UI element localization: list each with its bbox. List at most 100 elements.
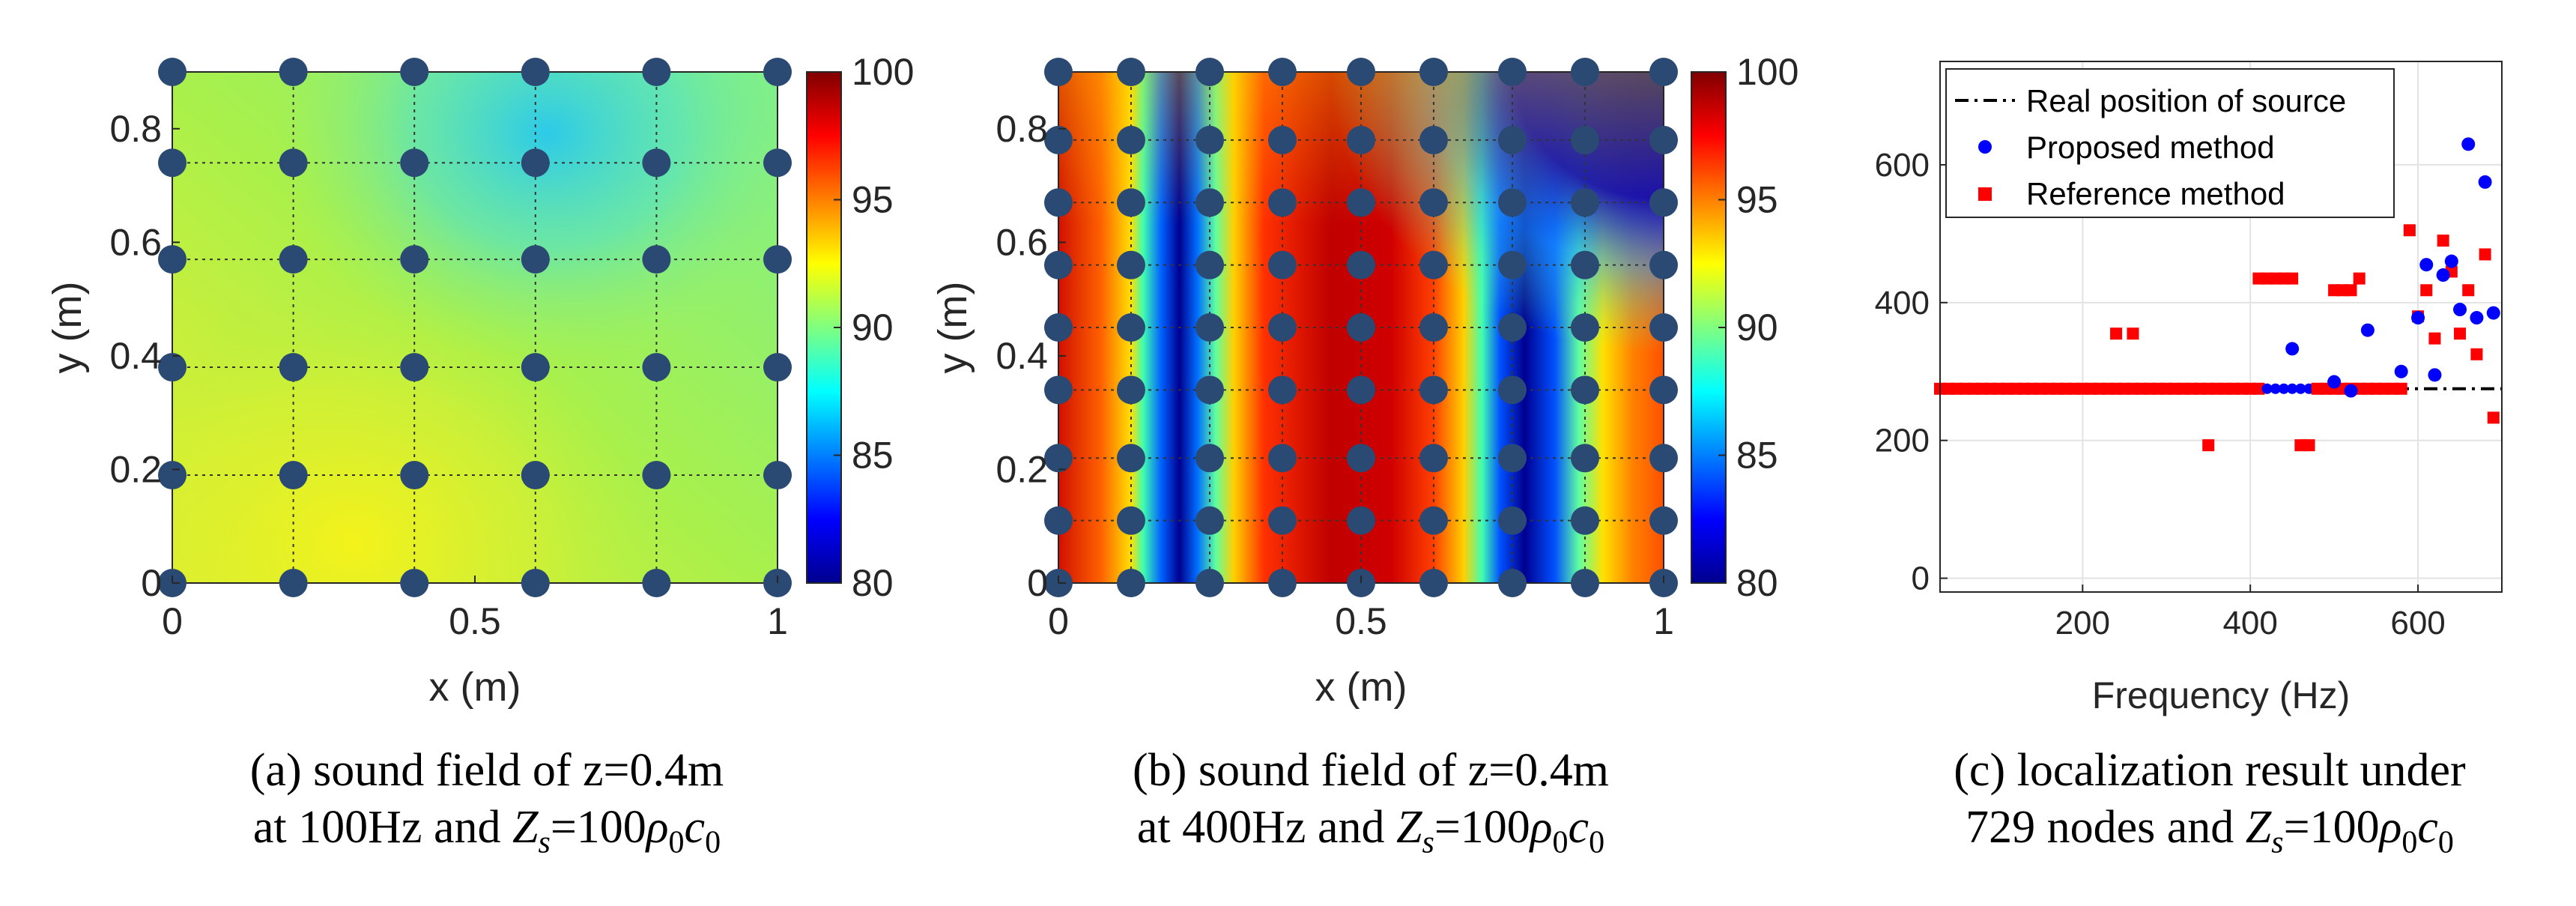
- node-point-a: [400, 58, 429, 86]
- caption-c-line1: (c) localization result under: [1954, 745, 2466, 796]
- node-point-b: [1267, 188, 1297, 217]
- node-point-b: [1044, 125, 1073, 154]
- proposed-point-baseline: [2270, 383, 2281, 394]
- node-point-b: [1195, 250, 1224, 280]
- node-point-b: [1347, 506, 1375, 535]
- caption-a-line2-text: at 100Hz and: [252, 802, 501, 853]
- node-point-b: [1267, 506, 1297, 535]
- y-axis-label-a: y (m): [45, 282, 90, 374]
- y-tick-label-a: 0.2: [109, 448, 162, 490]
- x-tick-label-b: 0: [1048, 600, 1069, 642]
- node-point-b: [1347, 313, 1375, 342]
- legend-marker-proposed: [1978, 140, 1992, 154]
- colorbar-tick-label-b: 80: [1736, 562, 1778, 604]
- x-axis-label-c: Frequency (Hz): [2092, 674, 2351, 716]
- node-point-b: [1195, 58, 1224, 86]
- node-point-b: [1570, 188, 1599, 217]
- proposed-point-baseline: [2278, 383, 2289, 394]
- node-point-b: [1649, 313, 1678, 342]
- node-point-b: [1419, 125, 1448, 154]
- node-point-a: [521, 569, 550, 597]
- node-point-b: [1649, 250, 1678, 280]
- reference-point: [2479, 248, 2491, 261]
- caption-b-line1: (b) sound field of z=0.4m: [1133, 745, 1609, 796]
- node-point-a: [642, 353, 671, 382]
- reference-point: [2403, 224, 2416, 237]
- node-point-b: [1195, 125, 1224, 154]
- node-point-b: [1195, 444, 1224, 473]
- node-point-b: [1570, 444, 1599, 473]
- node-point-a: [763, 245, 792, 274]
- proposed-point-baseline: [2287, 383, 2298, 394]
- node-point-b: [1347, 188, 1375, 217]
- node-point-a: [763, 353, 792, 382]
- node-point-b: [1195, 188, 1224, 217]
- node-point-b: [1498, 506, 1527, 535]
- node-point-b: [1267, 375, 1297, 405]
- node-point-b: [1267, 444, 1297, 473]
- node-point-b: [1267, 313, 1297, 342]
- node-point-b: [1649, 58, 1678, 86]
- reference-point-baseline: [2252, 382, 2265, 395]
- node-point-a: [763, 461, 792, 490]
- node-point-a: [400, 461, 429, 490]
- legend-label-real-source: Real position of source: [2026, 83, 2346, 118]
- legend-label-proposed: Proposed method: [2026, 130, 2275, 165]
- y-tick-label-a: 0: [141, 562, 162, 604]
- node-point-b: [1419, 313, 1448, 342]
- node-point-b: [1195, 375, 1224, 405]
- ticks-b: 0 0.5 1 0 0.2 0.4 0.6 0.8: [995, 108, 1673, 642]
- node-point-b: [1649, 125, 1678, 154]
- node-point-b: [1116, 58, 1145, 86]
- node-point-a: [521, 58, 550, 86]
- y-tick-label-a: 0.4: [109, 335, 162, 377]
- reference-point: [2428, 332, 2441, 345]
- proposed-point-baseline: [2295, 383, 2306, 394]
- node-point-b: [1570, 125, 1599, 154]
- node-point-b: [1570, 506, 1599, 535]
- node-point-b: [1347, 58, 1375, 86]
- proposed-point: [2285, 342, 2300, 356]
- x-tick-label-b: 0.5: [1335, 600, 1387, 642]
- node-point-b: [1498, 375, 1527, 405]
- node-point-b: [1498, 250, 1527, 280]
- reference-point: [2487, 411, 2500, 424]
- reference-point: [2127, 327, 2139, 340]
- node-point-b: [1195, 313, 1224, 342]
- node-point-b: [1195, 569, 1224, 597]
- node-point-b: [1044, 188, 1073, 217]
- node-point-a: [279, 461, 308, 490]
- caption-a: (a) sound field of z=0.4m at 100Hz and Z…: [112, 742, 861, 871]
- colorbar-tick-label-b: 100: [1736, 51, 1798, 93]
- proposed-point: [2419, 258, 2434, 272]
- node-point-b: [1419, 250, 1448, 280]
- y-tick-label-c: 0: [1912, 561, 1930, 597]
- node-point-b: [1116, 375, 1145, 405]
- colorbar-ticks-a: 80 85 90 95 100: [834, 51, 914, 604]
- node-point-b: [1498, 569, 1527, 597]
- legend-box: [1945, 68, 2395, 218]
- reference-point: [2286, 272, 2299, 285]
- reference-point: [2462, 284, 2475, 297]
- proposed-point: [2428, 368, 2442, 382]
- proposed-point: [2436, 268, 2450, 283]
- proposed-point: [2344, 384, 2358, 398]
- reference-point: [2437, 235, 2449, 247]
- proposed-point: [2478, 175, 2492, 189]
- proposed-point: [2470, 311, 2484, 325]
- node-point-a: [279, 569, 308, 597]
- colorbar-ticks-b: 80 85 90 95 100: [1718, 51, 1798, 604]
- proposed-point: [2411, 311, 2425, 325]
- node-point-a: [642, 569, 671, 597]
- node-point-a: [158, 461, 187, 490]
- proposed-point: [2444, 254, 2458, 268]
- reference-point: [2345, 284, 2357, 297]
- node-point-a: [158, 245, 187, 274]
- y-tick-label-c: 200: [1875, 423, 1930, 459]
- node-point-b: [1116, 188, 1145, 217]
- node-point-b: [1347, 375, 1375, 405]
- x-tick-label-c: 600: [2390, 605, 2445, 641]
- proposed-point: [2461, 137, 2476, 151]
- node-point-a: [642, 245, 671, 274]
